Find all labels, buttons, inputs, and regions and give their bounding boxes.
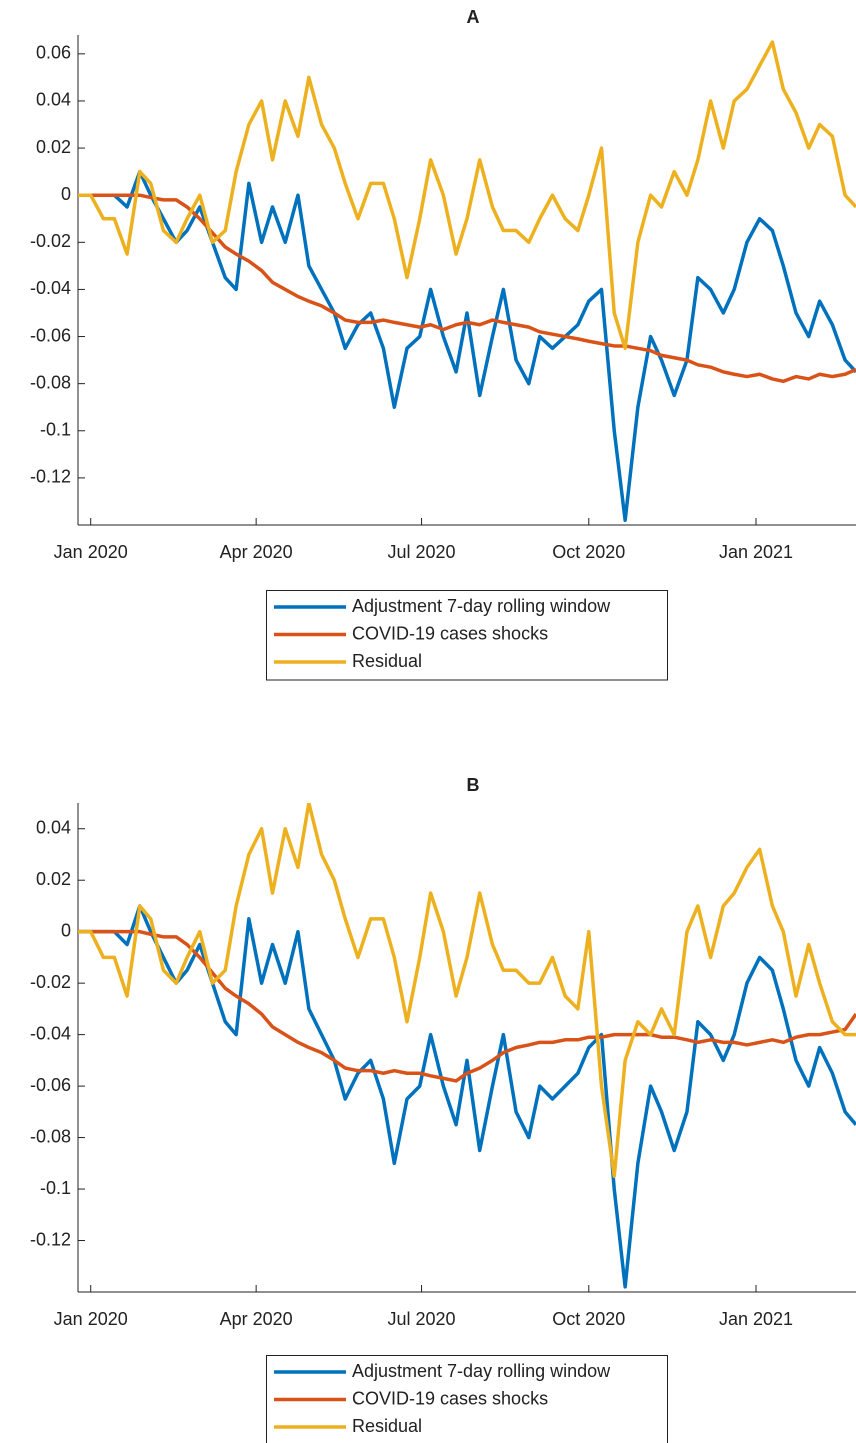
y-tick-label: 0.04 <box>36 817 71 837</box>
x-tick-label: Jan 2021 <box>719 1309 793 1329</box>
legend-label: COVID-19 cases shocks <box>352 623 548 643</box>
x-tick-label: Jan 2020 <box>54 1309 128 1329</box>
y-tick-label: -0.02 <box>30 972 71 992</box>
y-tick-label: 0.02 <box>36 869 71 889</box>
y-tick-label: -0.1 <box>40 420 71 440</box>
x-tick-label: Oct 2020 <box>552 1309 625 1329</box>
y-tick-label: 0.06 <box>36 43 71 63</box>
series-line <box>78 40 856 351</box>
x-tick-label: Oct 2020 <box>552 542 625 562</box>
y-tick-label: 0 <box>61 920 71 940</box>
x-tick-label: Apr 2020 <box>220 542 293 562</box>
y-tick-label: -0.1 <box>40 1178 71 1198</box>
x-tick-label: Jan 2020 <box>54 542 128 562</box>
chart-title: B <box>467 775 480 795</box>
legend-label: Residual <box>352 1416 422 1436</box>
y-tick-label: -0.08 <box>30 1126 71 1146</box>
y-tick-label: -0.12 <box>30 467 71 487</box>
legend-label: Adjustment 7-day rolling window <box>352 1361 611 1381</box>
y-tick-label: -0.06 <box>30 325 71 345</box>
y-tick-label: 0.02 <box>36 137 71 157</box>
x-tick-label: Jan 2021 <box>719 542 793 562</box>
chart-title: A <box>467 7 480 27</box>
y-tick-label: -0.02 <box>30 231 71 251</box>
x-tick-label: Jul 2020 <box>388 542 456 562</box>
y-tick-label: -0.12 <box>30 1229 71 1249</box>
series-line <box>78 803 856 1178</box>
y-tick-label: 0 <box>61 184 71 204</box>
y-tick-label: 0.04 <box>36 90 71 110</box>
y-tick-label: -0.06 <box>30 1075 71 1095</box>
legend-label: Residual <box>352 651 422 671</box>
y-tick-label: -0.04 <box>30 1023 71 1043</box>
legend-label: COVID-19 cases shocks <box>352 1388 548 1408</box>
legend-label: Adjustment 7-day rolling window <box>352 596 611 616</box>
y-tick-label: -0.08 <box>30 372 71 392</box>
x-tick-label: Apr 2020 <box>220 1309 293 1329</box>
x-tick-label: Jul 2020 <box>388 1309 456 1329</box>
y-tick-label: -0.04 <box>30 278 71 298</box>
